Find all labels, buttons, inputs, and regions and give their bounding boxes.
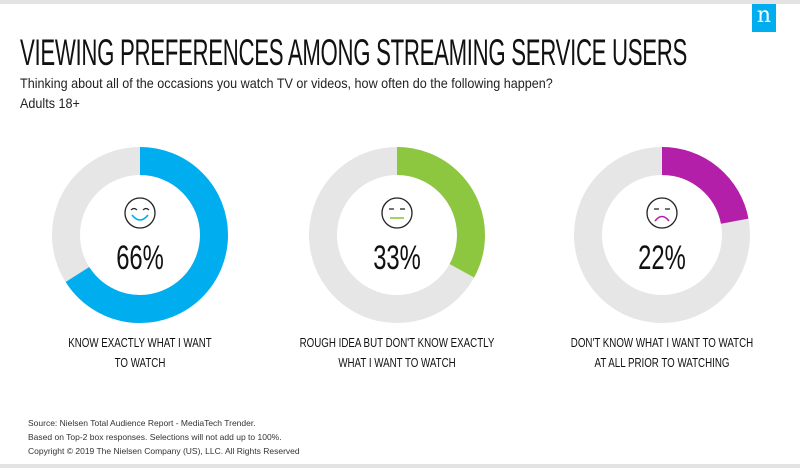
nielsen-logo: n (752, 4, 776, 32)
percent-label: 33% (373, 239, 421, 277)
category-label: KNOW EXACTLY WHAT I WANT (68, 336, 212, 350)
footer-copyright: Copyright © 2019 The Nielsen Company (US… (28, 446, 300, 456)
sad-face-icon (646, 197, 678, 229)
top-border (0, 0, 800, 4)
face-mouth (654, 215, 670, 222)
category-label: WHAT I WANT TO WATCH (338, 356, 456, 370)
logo-letter: n (756, 3, 772, 28)
question-text: Thinking about all of the occasions you … (20, 75, 553, 91)
footer-source: Source: Nielsen Total Audience Report - … (28, 418, 256, 428)
category-label: AT ALL PRIOR TO WATCHING (594, 356, 730, 370)
category-label: ROUGH IDEA BUT DON'T KNOW EXACTLY (299, 336, 495, 350)
donut-segment (574, 147, 750, 323)
bottom-border (0, 464, 800, 468)
neutral-face-icon (381, 197, 413, 229)
category-label: TO WATCH (114, 356, 166, 370)
donut-segment (52, 147, 228, 323)
donut-segment (309, 147, 485, 323)
percent-label: 22% (638, 239, 686, 277)
page-title: VIEWING PREFERENCES AMONG STREAMING SERV… (20, 32, 688, 73)
category-label: DON'T KNOW WHAT I WANT TO WATCH (570, 336, 754, 350)
face-eyes (130, 207, 150, 211)
percent-label: 66% (116, 239, 164, 277)
face-mouth (131, 214, 149, 221)
footer-note: Based on Top-2 box responses. Selections… (28, 432, 282, 442)
base-text: Adults 18+ (20, 95, 80, 111)
happy-face-icon (124, 197, 156, 229)
